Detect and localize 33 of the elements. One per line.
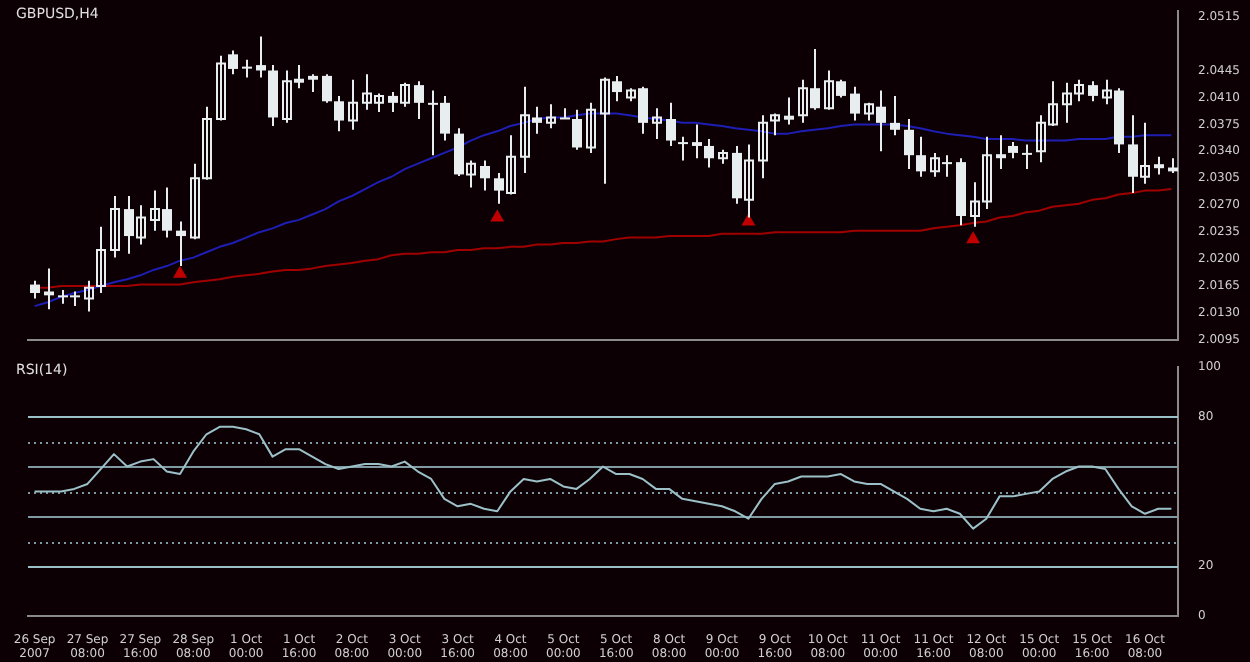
candlestick xyxy=(758,114,768,180)
candlestick xyxy=(996,134,1006,171)
candlestick xyxy=(916,135,926,178)
candlestick xyxy=(904,118,914,171)
candlestick xyxy=(414,80,424,120)
candlestick xyxy=(256,35,266,79)
candlestick xyxy=(1022,143,1032,171)
point xyxy=(491,210,504,222)
candlestick xyxy=(678,135,688,162)
point xyxy=(742,214,755,226)
candlestick xyxy=(480,159,490,192)
candlestick xyxy=(692,123,702,160)
candlestick xyxy=(586,101,596,154)
candlestick xyxy=(322,73,332,104)
candlestick xyxy=(572,108,582,151)
candlestick xyxy=(334,94,344,133)
candlestick xyxy=(784,96,794,126)
candlestick xyxy=(704,138,714,169)
candlestick xyxy=(546,103,556,130)
candlestick xyxy=(770,112,780,137)
candlestick xyxy=(84,279,94,313)
candlestick xyxy=(44,267,54,311)
candlestick xyxy=(890,94,900,137)
candlestick xyxy=(1088,80,1098,103)
candlestick xyxy=(666,101,676,147)
candlestick xyxy=(268,64,278,127)
point xyxy=(966,232,980,244)
candlestick xyxy=(110,195,120,259)
candlestick xyxy=(652,107,662,141)
candlestick xyxy=(96,225,106,295)
candlestick xyxy=(348,78,358,131)
point xyxy=(173,266,187,278)
candlestick xyxy=(850,85,860,122)
